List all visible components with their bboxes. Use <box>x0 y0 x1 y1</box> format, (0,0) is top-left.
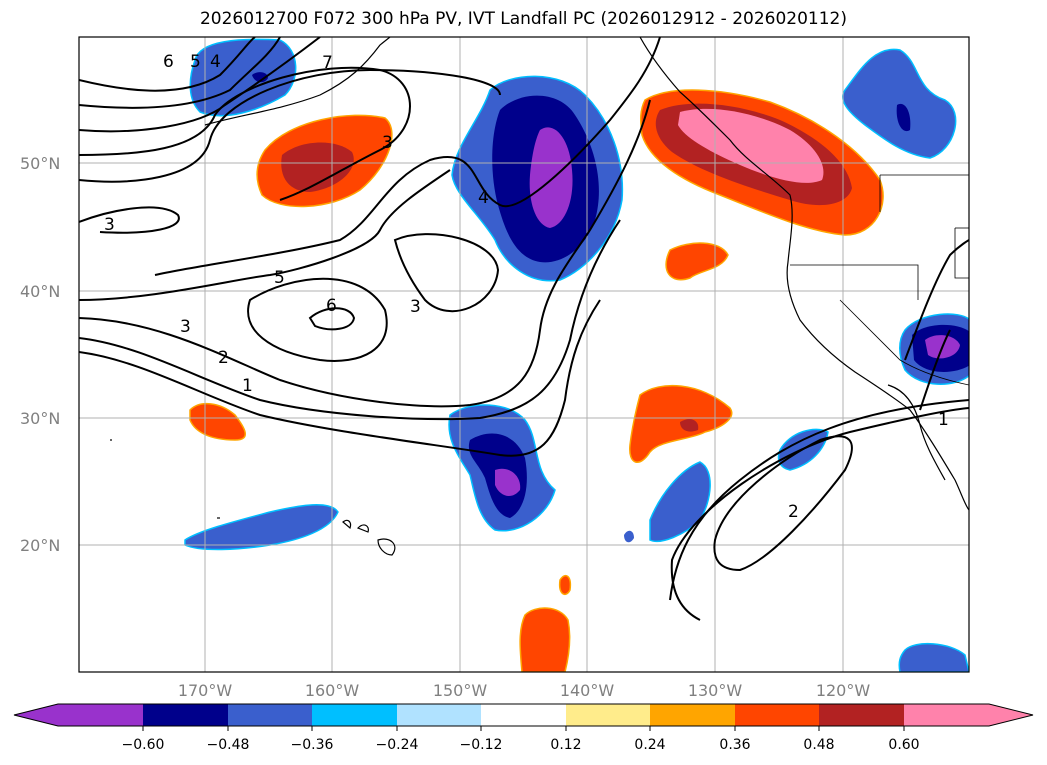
colorbar-bin <box>481 704 566 726</box>
colorbar-bin <box>819 704 904 726</box>
contour-label: 2 <box>788 502 799 522</box>
map-title: 2026012700 F072 300 hPa PV, IVT Landfall… <box>199 9 847 29</box>
contour-label: 2 <box>218 348 229 368</box>
negative-anomaly-se <box>898 642 969 672</box>
plot-frame <box>78 36 970 673</box>
positive-anomaly-south <box>519 607 571 672</box>
contour-label: 6 <box>163 52 174 72</box>
colorbar-tick-label: 0.60 <box>888 737 919 753</box>
negative-anomaly-subtropical <box>448 404 556 532</box>
negative-anomaly-tiny <box>624 530 634 543</box>
lat-label: 20°N <box>20 536 60 555</box>
colorbar-tick-label: 0.24 <box>634 737 665 753</box>
contour-label: 5 <box>274 268 285 288</box>
contour-label: 6 <box>326 296 337 316</box>
contour-label: 5 <box>190 52 201 72</box>
lon-label: 160°W <box>305 681 360 700</box>
colorbar-extend-low <box>14 704 58 726</box>
contour-label: 4 <box>478 188 489 208</box>
lon-label: 120°W <box>816 681 871 700</box>
positive-anomaly-south-small <box>558 574 572 596</box>
coastlines <box>110 37 969 556</box>
contour-label: 3 <box>104 215 115 235</box>
colorbar: −0.60 −0.48 −0.36 −0.24 −0.12 0.12 0.24 … <box>13 703 1034 753</box>
contour-label: 3 <box>382 133 393 153</box>
contour-label: 4 <box>210 52 221 72</box>
colorbar-tick-label: −0.12 <box>460 737 503 753</box>
colorbar-tick-label: 0.12 <box>550 737 581 753</box>
colorbar-bin <box>143 704 228 726</box>
contour-label: 1 <box>938 410 949 430</box>
positive-anomaly-west <box>189 403 246 441</box>
positive-anomaly-subtropical-core <box>680 419 699 432</box>
contour-label: 3 <box>180 317 191 337</box>
lon-label: 150°W <box>433 681 488 700</box>
colorbar-bin <box>228 704 312 726</box>
lat-label: 30°N <box>20 409 60 428</box>
colorbar-tick-label: −0.36 <box>291 737 334 753</box>
pv-contours <box>79 37 969 621</box>
colorbar-bin <box>58 704 143 726</box>
colorbar-tick-label: 0.48 <box>803 737 834 753</box>
positive-anomaly-gulf <box>256 114 393 208</box>
colorbar-tick-label: −0.60 <box>122 737 165 753</box>
colorbar-bin <box>397 704 481 726</box>
lat-label: 50°N <box>20 154 60 173</box>
colorbar-tick-label: 0.36 <box>719 737 750 753</box>
negative-anomaly-california <box>899 313 969 385</box>
lon-label: 140°W <box>560 681 615 700</box>
colorbar-bin <box>904 704 989 726</box>
colorbar-extend-high <box>989 704 1033 726</box>
colorbar-tick-label: −0.48 <box>207 737 250 753</box>
colorbar-bin <box>650 704 735 726</box>
positive-anomaly-small-north <box>665 242 729 281</box>
negative-anomaly-tropical <box>649 461 711 542</box>
contour-label: 7 <box>322 53 333 73</box>
negative-anomaly-hawaii <box>184 504 339 551</box>
latitude-labels: 50°N 40°N 30°N 20°N <box>20 154 60 555</box>
lon-label: 130°W <box>688 681 743 700</box>
negative-anomaly-central <box>451 75 624 282</box>
colorbar-bin <box>735 704 819 726</box>
borders <box>790 174 969 386</box>
gridlines <box>79 37 969 672</box>
colorbar-bin <box>566 704 650 726</box>
lon-label: 170°W <box>178 681 233 700</box>
contour-labels: 6 5 4 7 3 3 4 5 6 3 3 2 1 2 1 <box>104 52 949 522</box>
contour-label: 3 <box>410 297 421 317</box>
colorbar-tick-label: −0.24 <box>376 737 419 753</box>
lat-label: 40°N <box>20 282 60 301</box>
colorbar-bin <box>312 704 397 726</box>
longitude-labels: 170°W 160°W 150°W 140°W 130°W 120°W <box>178 681 871 700</box>
negative-anomaly-ne <box>842 48 957 159</box>
colorbar-ticks <box>142 726 905 731</box>
contour-label: 1 <box>242 376 253 396</box>
colorbar-outline <box>13 703 1034 727</box>
